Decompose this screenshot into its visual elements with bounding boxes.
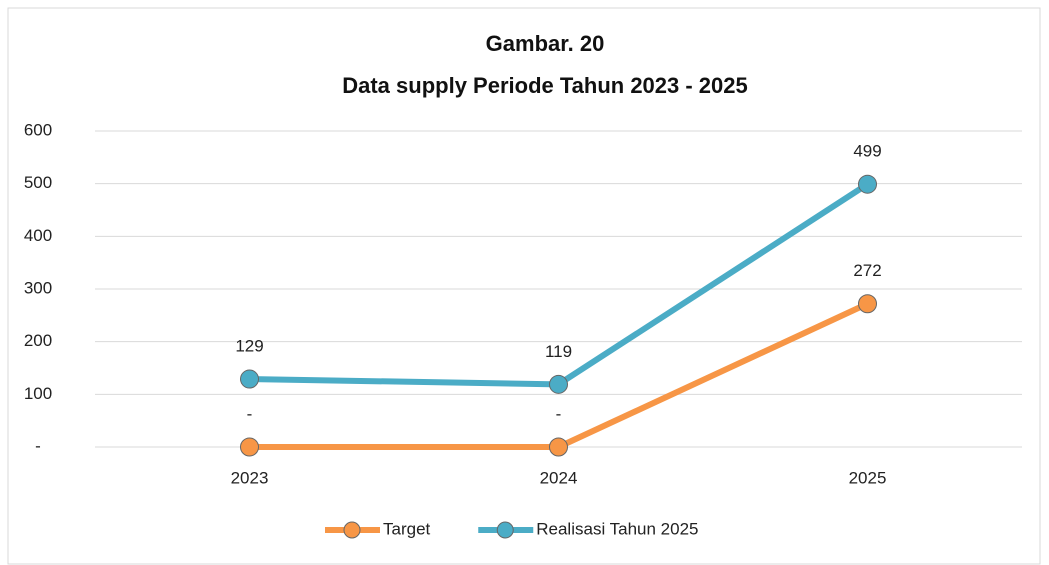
data-label: 119	[545, 342, 572, 361]
point-marker	[549, 437, 568, 457]
point-marker	[240, 437, 259, 457]
legend-marker	[496, 521, 514, 539]
point-marker	[858, 174, 877, 194]
x-tick-label: 2024	[540, 468, 578, 487]
y-tick-label: 500	[24, 173, 52, 192]
chart-subtitle: Data supply Periode Tahun 2023 - 2025	[342, 73, 748, 98]
y-tick-label: 400	[24, 226, 52, 245]
legend-marker	[343, 521, 361, 539]
point-marker	[240, 369, 259, 389]
data-label: 272	[853, 261, 881, 280]
legend-label: Target	[383, 519, 431, 538]
data-label: 499	[853, 142, 881, 161]
point-marker	[549, 374, 568, 394]
y-tick-label: -	[35, 436, 41, 455]
x-tick-label: 2025	[849, 468, 887, 487]
y-tick-label: 300	[24, 278, 52, 297]
data-label: 129	[235, 337, 263, 356]
y-tick-label: 200	[24, 331, 52, 350]
x-tick-label: 2023	[231, 468, 269, 487]
y-tick-label: 100	[24, 384, 52, 403]
chart-title: Gambar. 20	[486, 31, 605, 56]
y-tick-label: 600	[24, 120, 52, 139]
legend-label: Realisasi Tahun 2025	[536, 519, 698, 538]
data-label: -	[556, 404, 562, 423]
chart-frame	[7, 7, 1041, 565]
data-label: -	[247, 404, 253, 423]
point-marker	[858, 294, 877, 314]
